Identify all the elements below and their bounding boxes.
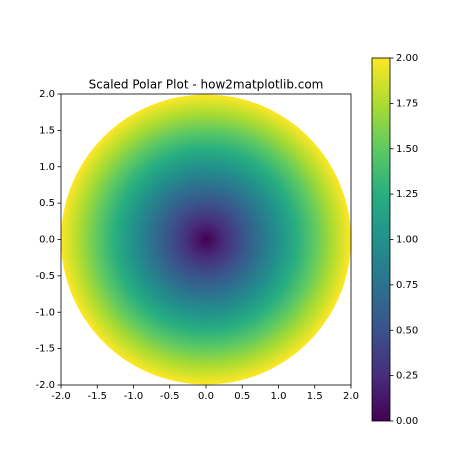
- colorbar-tick-label: 0.75: [396, 280, 418, 291]
- x-tick-label: -1.0: [124, 391, 144, 402]
- x-tick-label: 0.0: [198, 391, 214, 402]
- y-tick-label: 1.0: [39, 162, 55, 173]
- colorbar-tick-label: 0.50: [396, 325, 418, 336]
- colorbar-tick-label: 1.50: [396, 144, 418, 155]
- y-tick-label: 2.0: [39, 89, 55, 100]
- x-tick-label: 0.5: [234, 391, 250, 402]
- colorbar-tick-label: 1.75: [396, 98, 418, 109]
- polar-disc: [61, 94, 351, 385]
- y-tick-label: -1.0: [35, 307, 55, 318]
- x-tick-label: 1.5: [307, 391, 323, 402]
- chart-title: Scaled Polar Plot - how2matplotlib.com: [89, 78, 324, 92]
- colorbar: [371, 57, 391, 422]
- colorbar-tick-label: 1.25: [396, 189, 418, 200]
- colorbar-tick-label: 1.00: [396, 235, 418, 246]
- x-tick-label: -2.0: [51, 391, 71, 402]
- colorbar-tick-label: 2.00: [396, 53, 418, 64]
- x-tick-label: -0.5: [160, 391, 180, 402]
- y-tick-label: -0.5: [35, 271, 55, 282]
- y-tick-label: -1.5: [35, 344, 55, 355]
- y-tick-label: 1.5: [39, 125, 55, 136]
- y-tick-label: 0.5: [39, 198, 55, 209]
- x-tick-label: 2.0: [343, 391, 359, 402]
- y-tick-label: -2.0: [35, 380, 55, 391]
- x-tick-label: -1.5: [87, 391, 107, 402]
- x-tick-label: 1.0: [271, 391, 287, 402]
- colorbar-tick-label: 0.00: [396, 416, 418, 427]
- colorbar-tick-label: 0.25: [396, 371, 418, 382]
- y-tick-label: 0.0: [39, 235, 55, 246]
